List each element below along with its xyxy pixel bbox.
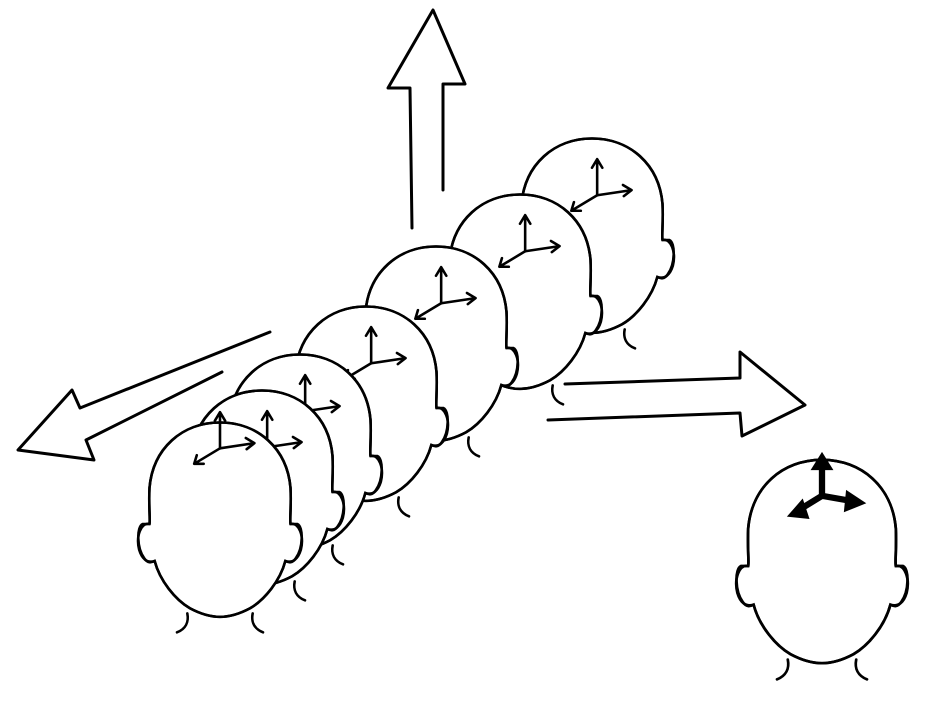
- world-axis-right-arrow: [546, 350, 807, 438]
- standalone-head: [734, 454, 910, 681]
- head-sequence-front: [136, 389, 346, 634]
- world-axis-up-arrow: [386, 8, 467, 230]
- world-axis-left-arrow: [16, 330, 272, 462]
